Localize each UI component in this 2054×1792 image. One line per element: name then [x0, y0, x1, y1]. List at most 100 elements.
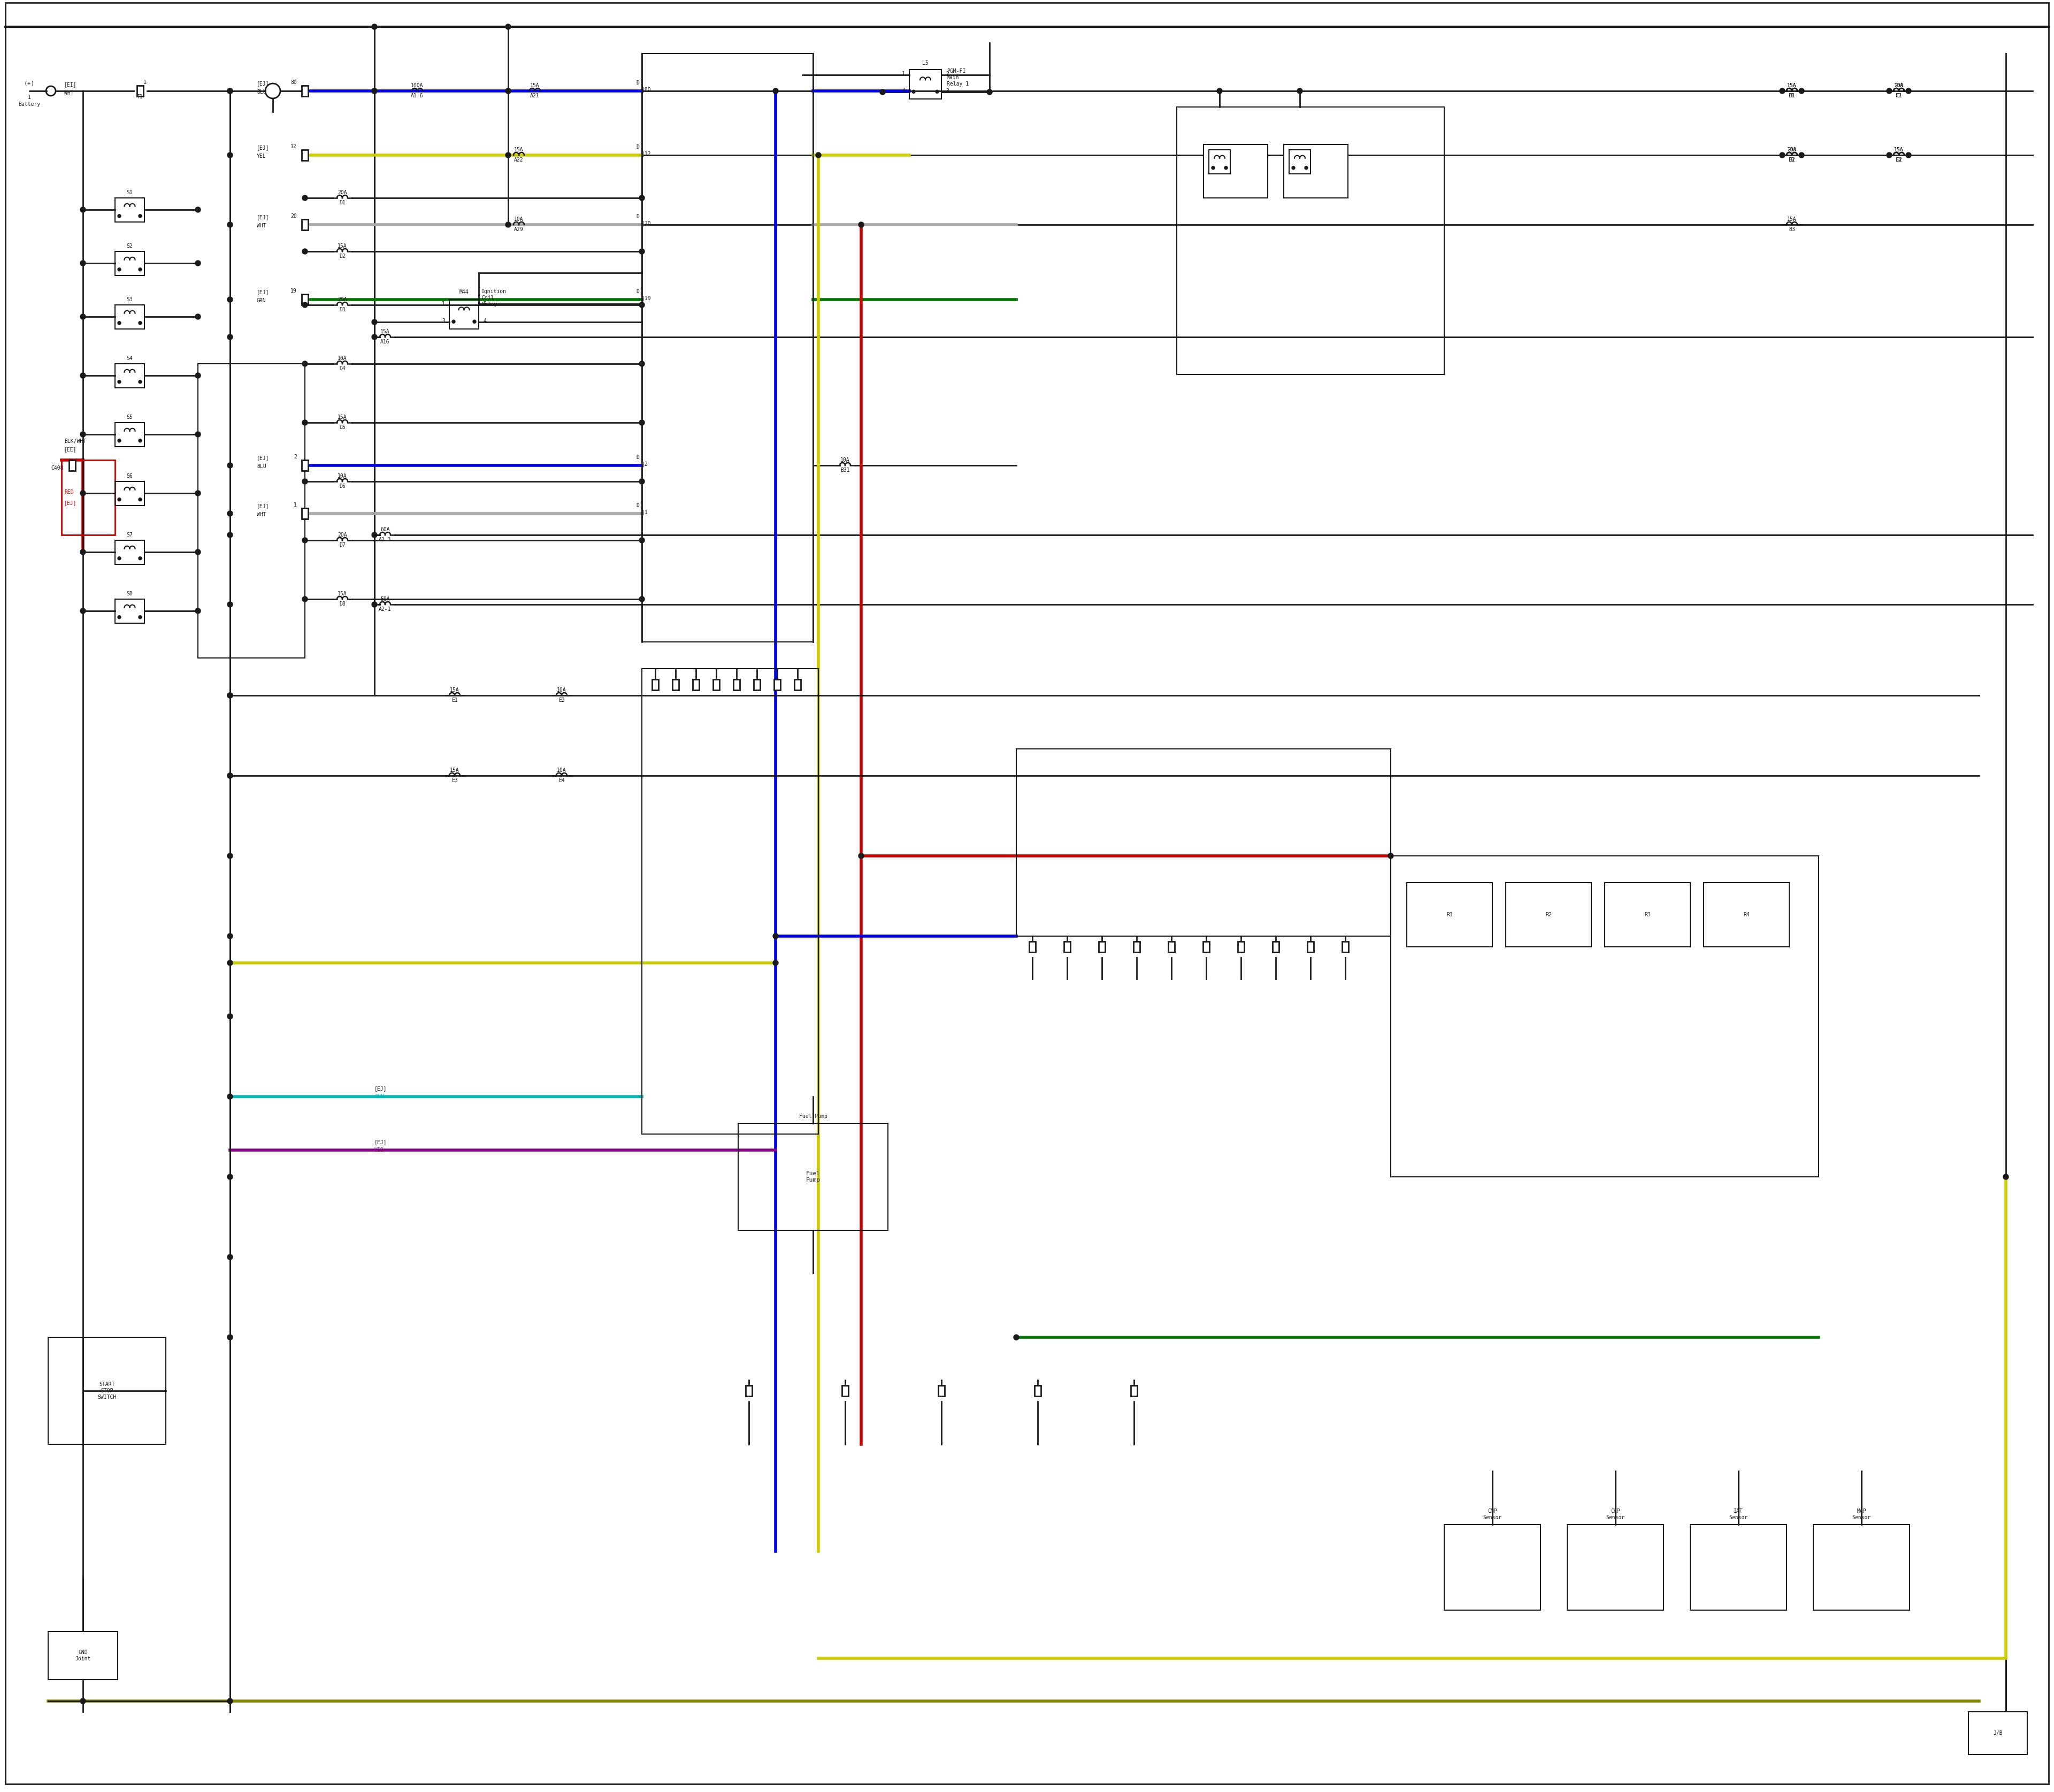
Text: [EJ]: [EJ] [64, 500, 76, 505]
Text: 60A: 60A [380, 527, 390, 532]
Circle shape [505, 152, 511, 158]
Bar [692, 679, 698, 690]
Circle shape [117, 498, 121, 502]
Bar [1290, 151, 1310, 174]
Text: A16: A16 [380, 339, 390, 344]
Bar [1132, 1385, 1138, 1396]
Bar [1099, 941, 1105, 952]
Text: [EJ]: [EJ] [257, 81, 269, 86]
Circle shape [639, 195, 645, 201]
Circle shape [1216, 88, 1222, 93]
Bar [115, 364, 144, 387]
Text: 12: 12 [290, 143, 298, 149]
Text: C2: C2 [1896, 158, 1902, 163]
Text: IAT
Sensor: IAT Sensor [1729, 1509, 1748, 1520]
Circle shape [772, 934, 778, 939]
Bar [1814, 1525, 1910, 1611]
Bar [1239, 941, 1245, 952]
Bar [115, 539, 144, 564]
Text: 15A: 15A [530, 82, 540, 88]
Text: CKP
Sensor: CKP Sensor [1606, 1509, 1625, 1520]
Circle shape [80, 1699, 86, 1704]
Circle shape [80, 314, 86, 319]
Circle shape [1779, 152, 1785, 158]
Bar [1604, 883, 1690, 946]
Text: D6: D6 [339, 484, 345, 489]
Text: 2: 2 [294, 453, 298, 459]
Text: 4: 4 [483, 319, 487, 324]
Text: S2: S2 [125, 244, 134, 249]
Text: A1-6: A1-6 [411, 93, 423, 99]
Circle shape [228, 1093, 232, 1098]
Text: 19: 19 [290, 289, 298, 294]
Circle shape [639, 597, 645, 602]
Text: 15A: 15A [337, 244, 347, 249]
Text: 20A: 20A [1894, 82, 1904, 88]
Text: MAP
Sensor: MAP Sensor [1853, 1509, 1871, 1520]
Circle shape [228, 462, 232, 468]
Text: 10A: 10A [1894, 82, 1904, 88]
Circle shape [772, 88, 778, 93]
Text: 20A: 20A [337, 532, 347, 538]
Text: 10A: 10A [557, 767, 567, 772]
Bar [302, 86, 308, 97]
Bar [1064, 941, 1070, 952]
Bar [1134, 941, 1140, 952]
Bar [115, 305, 144, 330]
Circle shape [639, 538, 645, 543]
Circle shape [228, 602, 232, 607]
Circle shape [117, 215, 121, 217]
Circle shape [138, 616, 142, 618]
Text: J/B: J/B [1992, 1731, 2003, 1736]
Bar [1690, 1525, 1787, 1611]
Circle shape [372, 532, 378, 538]
Circle shape [195, 432, 201, 437]
Text: 15A: 15A [337, 414, 347, 419]
Text: F1: F1 [1789, 93, 1795, 99]
Circle shape [986, 90, 992, 95]
Circle shape [2003, 1174, 2009, 1179]
Bar [302, 219, 308, 229]
Circle shape [138, 439, 142, 443]
Circle shape [879, 90, 885, 95]
Text: 15A: 15A [1894, 147, 1904, 152]
Bar [1029, 941, 1035, 952]
Text: S3: S3 [125, 297, 134, 303]
Bar [1703, 883, 1789, 946]
Bar [1169, 941, 1175, 952]
Bar [115, 599, 144, 624]
Bar [1035, 1385, 1041, 1396]
Bar [774, 679, 781, 690]
Circle shape [228, 532, 232, 538]
Circle shape [228, 152, 232, 158]
Bar [713, 679, 719, 690]
Circle shape [138, 380, 142, 383]
Bar [47, 1631, 117, 1679]
Circle shape [1212, 167, 1214, 170]
Text: [EE]: [EE] [64, 446, 76, 452]
Text: 10A: 10A [337, 357, 347, 360]
Circle shape [935, 90, 939, 93]
Circle shape [228, 222, 232, 228]
Text: D: D [637, 455, 639, 461]
Circle shape [138, 267, 142, 271]
Text: RED: RED [64, 489, 74, 495]
Text: [EJ]: [EJ] [257, 215, 269, 220]
Bar [1391, 857, 1818, 1177]
Text: A2-1: A2-1 [378, 607, 392, 611]
Text: S1: S1 [125, 190, 134, 195]
Text: 15A: 15A [380, 330, 390, 335]
Circle shape [505, 23, 511, 29]
Text: S6: S6 [125, 473, 134, 478]
Circle shape [302, 538, 308, 543]
Text: |12: |12 [641, 151, 651, 158]
Bar [795, 679, 801, 690]
Circle shape [302, 195, 308, 201]
Text: A2-3: A2-3 [378, 538, 392, 543]
Circle shape [1304, 167, 1308, 170]
Text: 1: 1 [29, 95, 31, 100]
Text: YEL: YEL [257, 154, 267, 159]
Text: VIO: VIO [374, 1147, 384, 1152]
Bar [138, 86, 144, 97]
Circle shape [1779, 88, 1785, 93]
